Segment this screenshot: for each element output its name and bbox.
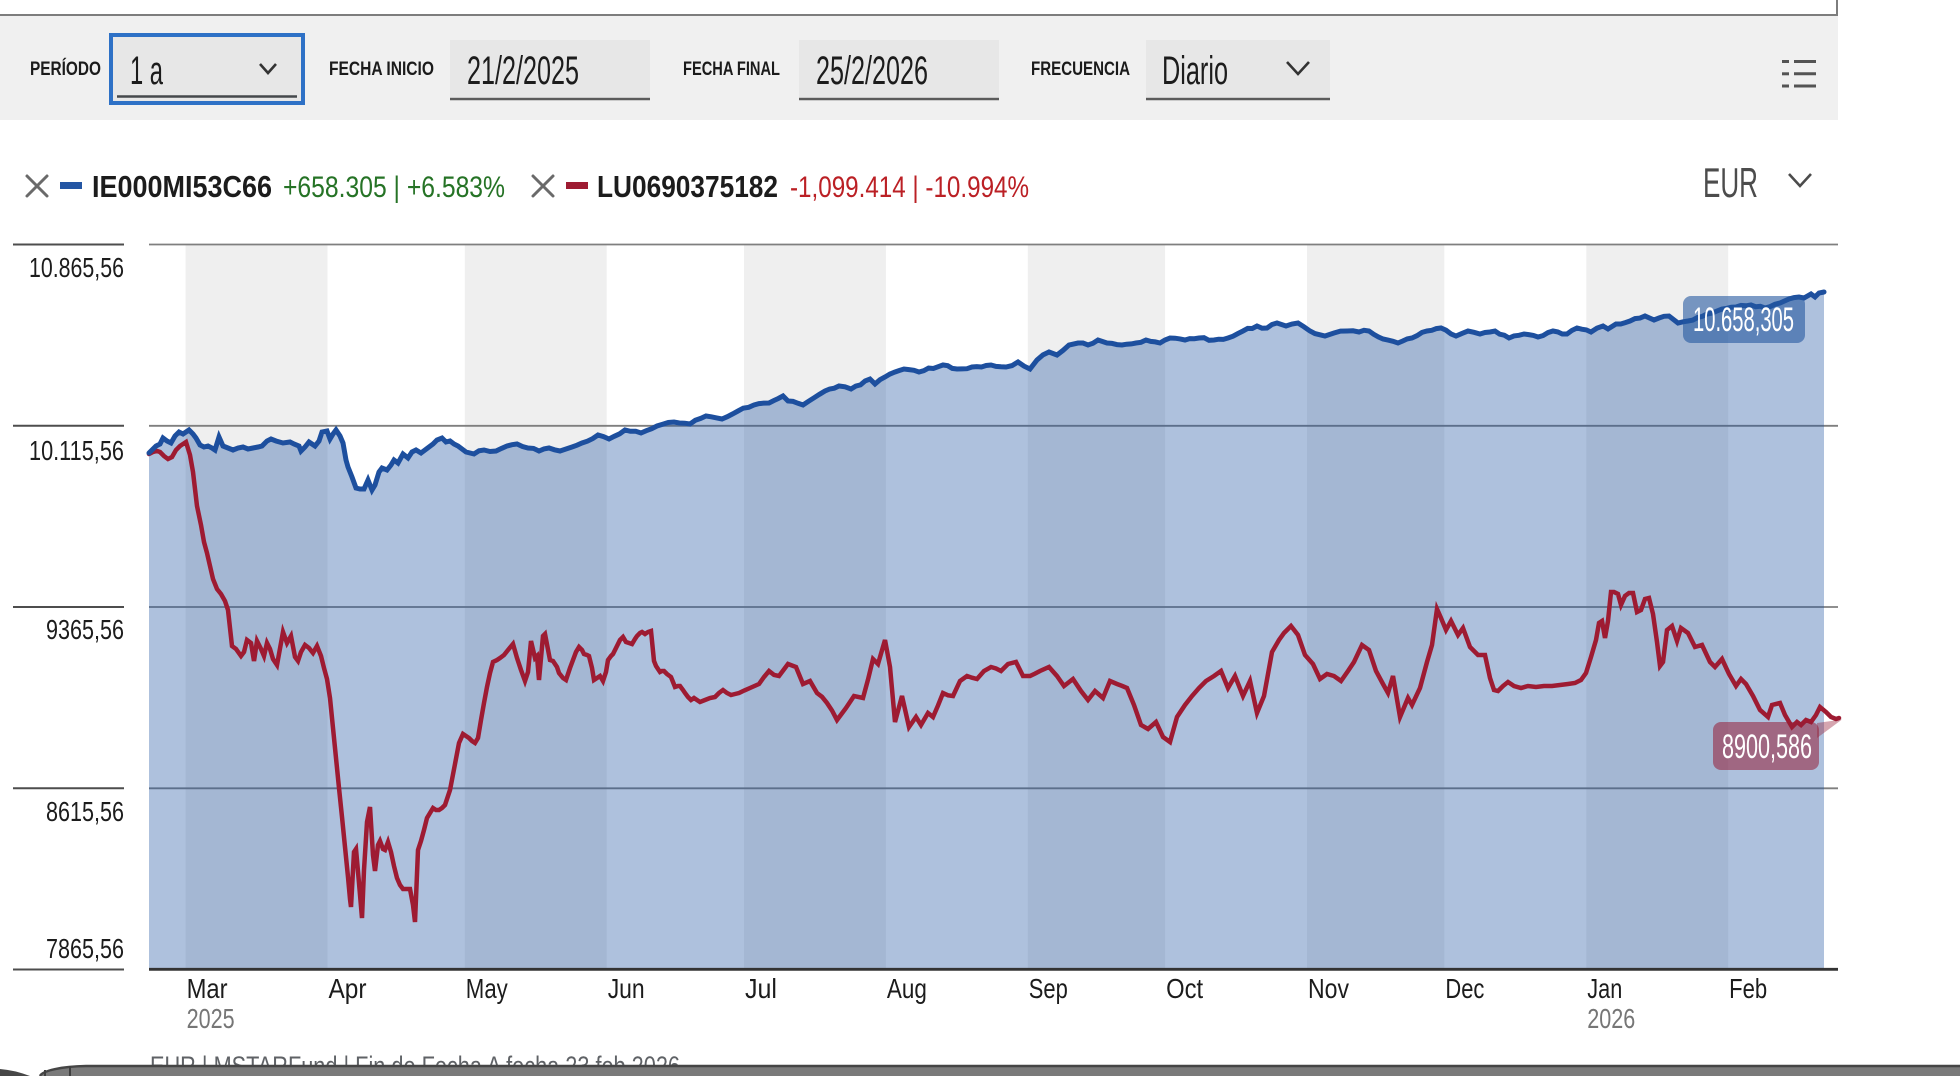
svg-text:25/2/2026: 25/2/2026: [816, 49, 928, 93]
svg-text:Sep: Sep: [1029, 973, 1068, 1004]
svg-text:Jan: Jan: [1587, 973, 1622, 1004]
svg-text:PERÍODO: PERÍODO: [30, 58, 101, 80]
svg-text:+658.305 | +6.583%: +658.305 | +6.583%: [283, 171, 505, 204]
svg-text:10.865,56: 10.865,56: [29, 252, 124, 283]
svg-text:LU0690375182: LU0690375182: [597, 170, 778, 204]
svg-text:Nov: Nov: [1308, 973, 1349, 1004]
svg-text:FECHA FINAL: FECHA FINAL: [683, 59, 780, 80]
svg-text:Jun: Jun: [608, 973, 645, 1004]
svg-text:2025: 2025: [187, 1003, 235, 1034]
svg-text:-1,099.414 | -10.994%: -1,099.414 | -10.994%: [790, 171, 1029, 204]
svg-text:8615,56: 8615,56: [46, 796, 124, 827]
svg-text:1 a: 1 a: [130, 49, 163, 93]
svg-text:May: May: [466, 973, 508, 1004]
svg-text:FRECUENCIA: FRECUENCIA: [1031, 59, 1130, 80]
svg-text:Diario: Diario: [1162, 49, 1228, 93]
svg-text:10.658,305: 10.658,305: [1693, 301, 1794, 339]
svg-text:7865,56: 7865,56: [46, 933, 124, 964]
svg-text:Mar: Mar: [187, 973, 228, 1004]
svg-text:FECHA INICIO: FECHA INICIO: [329, 59, 434, 80]
svg-text:Aug: Aug: [887, 973, 927, 1004]
svg-text:Apr: Apr: [329, 973, 367, 1004]
svg-text:Jul: Jul: [745, 973, 777, 1004]
svg-text:EUR: EUR: [1703, 159, 1758, 206]
svg-text:Dec: Dec: [1445, 973, 1484, 1004]
svg-text:10.115,56: 10.115,56: [29, 435, 124, 466]
svg-text:Feb: Feb: [1729, 973, 1767, 1004]
svg-text:9365,56: 9365,56: [46, 614, 124, 645]
svg-text:21/2/2025: 21/2/2025: [467, 49, 579, 93]
svg-text:Oct: Oct: [1166, 973, 1203, 1004]
svg-text:IE000MI53C66: IE000MI53C66: [92, 170, 272, 204]
svg-text:8900,586: 8900,586: [1722, 728, 1812, 766]
svg-text:2026: 2026: [1587, 1003, 1635, 1034]
